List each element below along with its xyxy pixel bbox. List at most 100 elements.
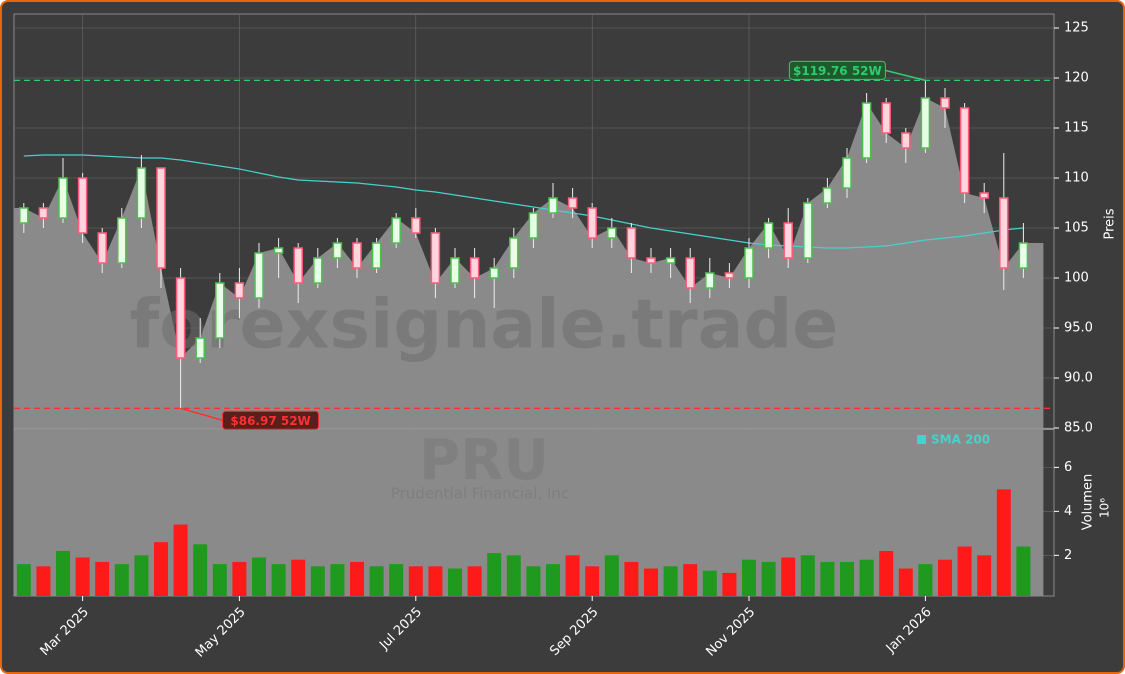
volume-bar — [585, 566, 600, 596]
candle-body — [293, 247, 303, 284]
volume-bar — [918, 564, 933, 596]
candle-body — [744, 247, 754, 279]
volume-bar — [95, 561, 110, 596]
y-tick-label: 105 — [1064, 221, 1089, 236]
legend-label: SMA 200 — [931, 433, 990, 447]
candle-body — [97, 232, 107, 264]
volume-bar — [291, 559, 306, 596]
candle-body — [469, 257, 480, 279]
candle-body — [450, 257, 460, 284]
volume-bar — [683, 564, 698, 596]
close-area — [13, 98, 1044, 428]
candle-body — [979, 192, 989, 199]
candle-body — [430, 232, 441, 284]
ticker-watermark: PRU — [419, 428, 549, 493]
volume-bar — [840, 561, 854, 596]
volume-bar — [663, 566, 678, 596]
candle-body — [38, 207, 49, 219]
candle-body — [156, 167, 166, 269]
volume-bar — [487, 553, 502, 596]
candle-body — [489, 267, 499, 279]
x-tick-label: Sep 2025 — [547, 605, 601, 659]
volume-bar — [859, 559, 874, 596]
volume-bar — [75, 557, 90, 596]
candle-body — [411, 217, 421, 234]
candle-body — [19, 207, 29, 224]
y-tick-label: 115 — [1064, 121, 1089, 136]
candle-body — [528, 212, 539, 239]
candle-body — [136, 167, 147, 219]
x-tick-label: Jul 2025 — [376, 605, 425, 654]
volume-bar — [526, 566, 541, 596]
candle-body — [117, 217, 127, 264]
x-tick-label: Nov 2025 — [703, 605, 758, 660]
candle-body — [783, 222, 793, 259]
y-tick-label: 100 — [1064, 271, 1089, 286]
candle-body — [607, 227, 617, 239]
y-tick-label: 110 — [1064, 171, 1089, 186]
candle-body — [215, 282, 225, 339]
volume-bar — [252, 557, 266, 596]
y-axis-label: Preis — [1103, 208, 1118, 239]
candle-body — [254, 252, 264, 299]
candle-body — [273, 247, 284, 254]
volume-bar — [546, 564, 560, 596]
volume-bar — [800, 555, 815, 596]
candle-body — [685, 257, 695, 289]
volume-bar — [56, 550, 70, 596]
candle-body — [548, 197, 558, 214]
volume-bar — [644, 568, 658, 596]
volume-bar — [781, 557, 796, 596]
candle-body — [509, 237, 519, 269]
volume-bar — [193, 544, 208, 596]
candle-body — [646, 257, 656, 264]
y-tick-label: 120 — [1064, 71, 1089, 86]
volume-bar — [350, 561, 364, 596]
volume-bar — [565, 555, 580, 596]
y-tick-label: 90.0 — [1064, 371, 1093, 386]
volume-bar — [369, 566, 384, 596]
candle-body — [803, 202, 813, 259]
volume-bar — [448, 568, 462, 596]
candle-body — [861, 102, 872, 159]
x-tick-label: May 2025 — [193, 605, 249, 661]
candle-body — [332, 242, 343, 259]
volume-bar — [702, 570, 717, 596]
volume-bar — [1016, 546, 1031, 596]
volume-area — [14, 430, 1044, 596]
volume-axis-label: Volumen — [1081, 474, 1096, 531]
candle-body — [313, 257, 323, 284]
legend-marker — [917, 435, 926, 444]
candle-body — [352, 242, 362, 269]
candle-body — [77, 177, 88, 234]
company-watermark: Prudential Financial, Inc — [391, 485, 569, 503]
candle-body — [175, 277, 186, 359]
x-tick-label: Mar 2025 — [38, 605, 92, 659]
volume-bar — [624, 561, 639, 596]
candle-body — [567, 197, 578, 209]
candle-body — [58, 177, 68, 219]
candle-body — [391, 217, 401, 244]
volume-scale-label: 10⁶ — [1098, 498, 1112, 518]
volume-bar — [467, 566, 482, 596]
volume-bar — [271, 564, 286, 596]
volume-bar — [16, 564, 31, 596]
candle-body — [724, 272, 735, 279]
candle-body — [842, 157, 852, 189]
candle-body — [920, 97, 931, 149]
volume-bar — [977, 555, 992, 596]
volume-bar — [134, 555, 149, 596]
volume-tick-label: 2 — [1064, 548, 1072, 563]
annotation-arrow — [180, 407, 223, 422]
volume-bar — [36, 566, 51, 596]
candle-body — [881, 102, 891, 134]
candle-body — [705, 272, 715, 289]
y-tick-label: 125 — [1064, 21, 1089, 36]
volume-bar — [408, 566, 423, 596]
candle-body — [587, 207, 597, 239]
y-tick-label: 85.0 — [1064, 421, 1093, 436]
annotation-label: $86.97 52W — [230, 414, 310, 428]
volume-bar — [820, 561, 835, 596]
x-tick-label: Jan 2026 — [883, 605, 935, 657]
